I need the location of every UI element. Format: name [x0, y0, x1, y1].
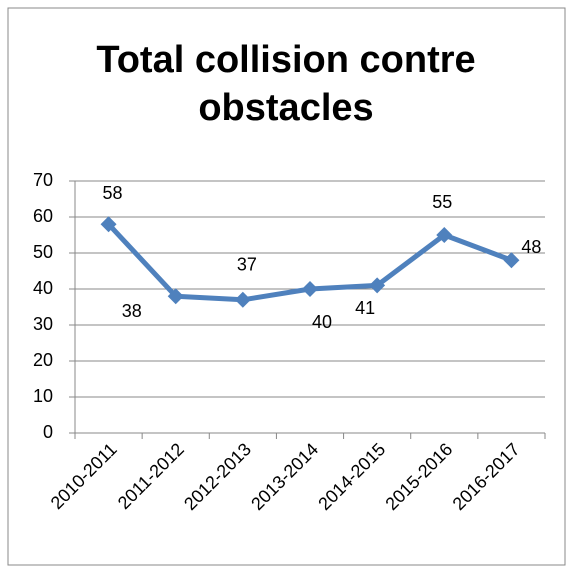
y-tick-label: 0: [43, 422, 53, 442]
marker: [302, 281, 318, 297]
y-tick-label: 30: [33, 314, 53, 334]
y-tick-label: 70: [33, 170, 53, 190]
marker: [167, 288, 184, 305]
data-label: 41: [355, 298, 375, 318]
chart-title: Total collision contre obstacles: [96, 39, 476, 129]
y-tick-label: 20: [33, 350, 53, 370]
marker: [436, 227, 453, 243]
marker: [369, 277, 386, 294]
chart-border: [7, 7, 566, 566]
data-label: 37: [237, 255, 257, 275]
data-label: 48: [521, 237, 541, 257]
marker: [234, 291, 251, 308]
y-tick-label: 10: [33, 386, 53, 406]
data-label: 55: [432, 192, 452, 212]
marker: [100, 216, 117, 233]
data-label: 58: [103, 183, 123, 203]
y-tick-label: 60: [33, 206, 53, 226]
y-tick-label: 50: [33, 242, 53, 262]
data-label: 40: [312, 312, 332, 332]
marker: [503, 252, 520, 269]
data-label: 38: [122, 301, 142, 321]
y-tick-label: 40: [33, 278, 53, 298]
